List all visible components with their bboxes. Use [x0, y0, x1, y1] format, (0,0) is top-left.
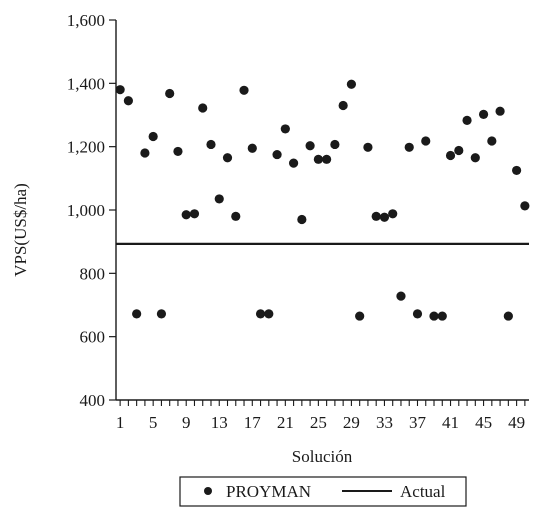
- data-point: [487, 136, 497, 146]
- data-point: [404, 142, 414, 152]
- data-point: [512, 165, 522, 176]
- data-point: [239, 85, 249, 95]
- data-point: [247, 143, 257, 153]
- y-tick-label: 800: [80, 264, 106, 283]
- legend-box: [179, 476, 467, 507]
- data-point: [478, 109, 489, 119]
- x-tick-label: 25: [310, 413, 327, 432]
- legend-label-proyman: PROYMAN: [226, 482, 311, 501]
- y-tick-label: 400: [80, 391, 106, 410]
- data-point: [470, 153, 480, 163]
- data-point: [462, 115, 472, 125]
- data-point: [222, 153, 233, 163]
- data-point: [388, 209, 398, 219]
- x-tick-label: 17: [244, 413, 262, 432]
- data-point: [123, 96, 133, 106]
- data-point: [206, 139, 216, 150]
- x-tick-label: 29: [343, 413, 360, 432]
- y-tick-label: 1,000: [67, 201, 105, 220]
- data-point: [503, 311, 513, 321]
- data-point: [140, 148, 150, 158]
- data-point: [305, 141, 315, 151]
- x-tick-label: 37: [409, 413, 427, 432]
- x-tick-label: 9: [182, 413, 191, 432]
- data-point: [371, 211, 381, 221]
- data-point: [412, 309, 423, 319]
- x-tick-label: 33: [376, 413, 393, 432]
- y-tick-label: 1,400: [67, 74, 105, 93]
- x-tick-label: 21: [277, 413, 294, 432]
- data-point: [165, 88, 175, 99]
- data-point: [520, 201, 530, 211]
- data-point: [181, 210, 191, 220]
- data-point: [189, 209, 200, 219]
- x-tick-label: 41: [442, 413, 459, 432]
- data-point: [437, 311, 447, 321]
- y-ticks: 400 600 800 1,000 1,200 1,400 1,600: [67, 11, 116, 410]
- y-tick-label: 1,200: [67, 138, 105, 157]
- x-axis-title: Solución: [292, 447, 353, 466]
- y-axis-title: VPS(US$/ha): [11, 183, 30, 277]
- data-point: [421, 136, 431, 146]
- x-ticks: 1 5 9 13 17 21 25 29 33 37 41 45 49: [116, 400, 526, 432]
- data-point: [379, 212, 390, 222]
- data-point: [115, 85, 125, 95]
- axes: [115, 20, 529, 401]
- data-point: [330, 139, 340, 150]
- data-point: [355, 311, 365, 321]
- data-point: [445, 150, 456, 161]
- data-point: [363, 142, 373, 152]
- data-point: [148, 131, 158, 142]
- x-tick-label: 5: [149, 413, 158, 432]
- data-point: [156, 309, 167, 319]
- data-point: [429, 311, 439, 321]
- data-point: [173, 146, 183, 157]
- data-point: [272, 149, 282, 160]
- data-point: [396, 291, 406, 301]
- y-tick-label: 1,600: [67, 11, 105, 30]
- data-point: [231, 211, 241, 221]
- data-point: [454, 145, 464, 156]
- legend: PROYMAN Actual: [179, 476, 467, 507]
- scatter-points: [115, 79, 530, 321]
- data-point: [214, 194, 224, 204]
- x-tick-label: 45: [475, 413, 492, 432]
- y-tick-label: 600: [80, 328, 106, 347]
- data-point: [288, 158, 299, 168]
- data-point: [495, 106, 505, 116]
- data-point: [198, 103, 208, 113]
- data-point: [255, 309, 266, 319]
- data-point: [264, 309, 274, 319]
- x-tick-label: 49: [508, 413, 525, 432]
- legend-marker-proyman: [204, 487, 212, 495]
- data-point: [338, 100, 348, 111]
- data-point: [297, 214, 307, 225]
- data-point: [280, 124, 290, 134]
- data-point: [313, 154, 323, 164]
- x-tick-label: 13: [211, 413, 228, 432]
- data-point: [346, 79, 357, 89]
- data-point: [132, 309, 142, 319]
- data-point: [322, 154, 332, 164]
- x-tick-label: 1: [116, 413, 125, 432]
- legend-label-actual: Actual: [400, 482, 446, 501]
